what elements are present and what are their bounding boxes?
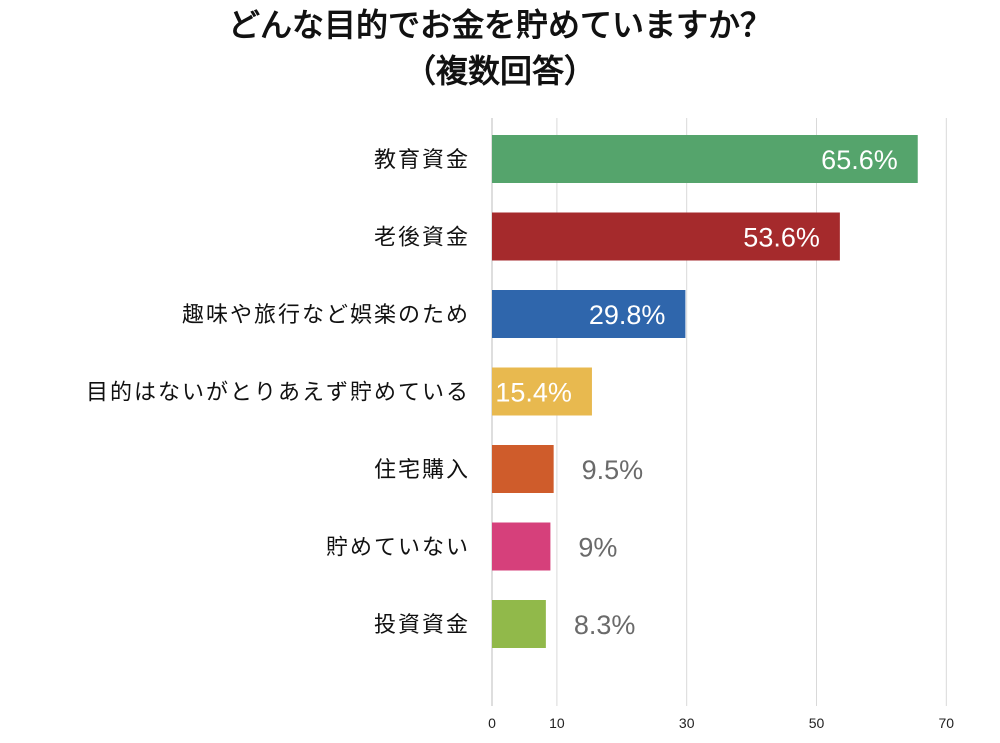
chart-title-block: どんな目的でお金を貯めていますか？ （複数回答） [0, 2, 1000, 94]
bar [492, 135, 918, 183]
data-label: 65.6% [821, 145, 898, 175]
x-tick-label: 70 [939, 715, 955, 731]
bar [492, 600, 546, 648]
chart-title: どんな目的でお金を貯めていますか？ [227, 6, 772, 44]
x-tick-label: 30 [679, 715, 695, 731]
data-label: 53.6% [743, 223, 820, 253]
data-label: 9% [578, 533, 617, 563]
bar [492, 212, 840, 261]
x-tick-label: 10 [549, 715, 565, 731]
data-label: 9.5% [582, 455, 644, 485]
bar [492, 445, 554, 493]
data-label: 15.4% [495, 378, 572, 408]
data-label: 29.8% [589, 300, 666, 330]
data-label: 8.3% [574, 610, 636, 640]
category-label: 趣味や旅行など娯楽のため [182, 303, 470, 328]
category-label: 貯めていない [326, 536, 470, 561]
x-tick-label: 0 [488, 715, 496, 731]
bar [492, 522, 551, 571]
x-tick-label: 50 [809, 715, 825, 731]
category-label: 住宅購入 [374, 458, 470, 483]
category-label: 投資資金 [374, 613, 470, 638]
category-label: 老後資金 [374, 226, 470, 251]
bar [492, 290, 686, 338]
category-label: 目的はないがとりあえず貯めている [86, 381, 470, 406]
bar [492, 367, 592, 416]
chart-subtitle: （複数回答） [403, 52, 596, 90]
category-label: 教育資金 [374, 148, 470, 173]
